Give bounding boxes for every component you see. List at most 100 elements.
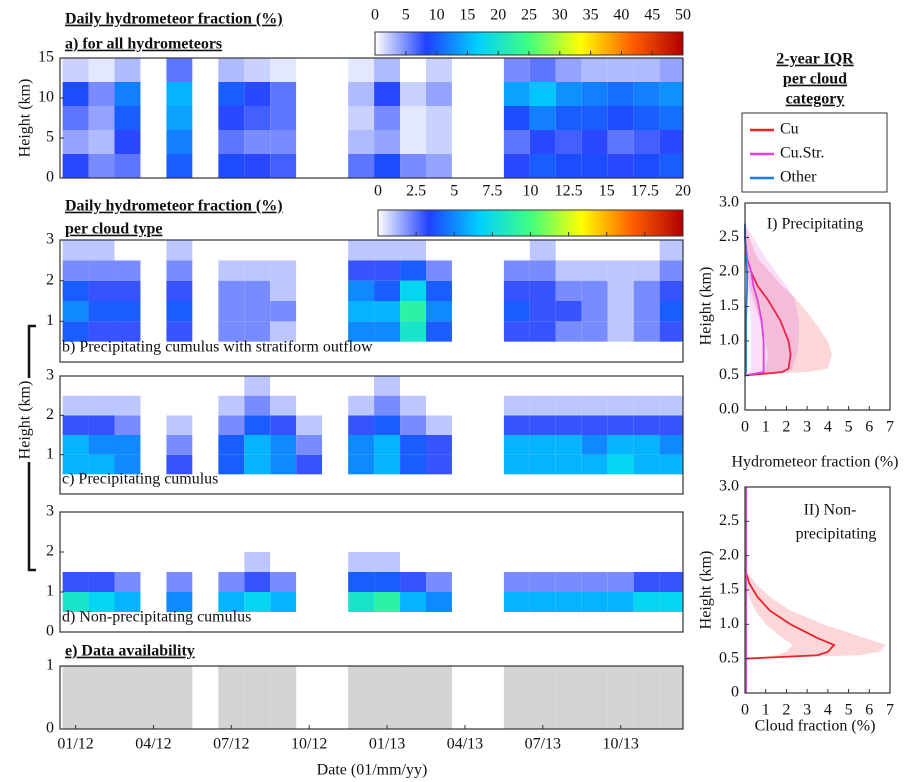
heat-cell	[140, 301, 167, 322]
panel-title: a) for all hydrometeors	[65, 36, 222, 53]
heat-cell	[348, 58, 375, 82]
heat-cell	[348, 572, 375, 592]
bar	[88, 666, 115, 729]
heat-cell	[400, 395, 427, 416]
heat-cell	[140, 240, 167, 261]
heat-cell	[114, 154, 141, 178]
heat-cell	[555, 552, 582, 572]
heat-cell	[529, 260, 556, 281]
heat-cell	[62, 592, 89, 612]
heat-cell	[322, 415, 349, 435]
heat-cell	[477, 592, 504, 612]
heat-cell	[477, 240, 504, 261]
heat-cell	[192, 454, 219, 475]
heat-cell	[322, 454, 349, 475]
iqr-band	[745, 569, 886, 659]
heat-cell	[244, 415, 271, 435]
heat-cell	[114, 415, 141, 435]
heat-cell	[192, 280, 219, 301]
bracket	[27, 324, 36, 572]
heat-cell	[88, 552, 115, 572]
heat-cell	[114, 82, 141, 106]
heat-cell	[322, 572, 349, 592]
heat-cell	[477, 454, 504, 475]
profile-line	[744, 223, 748, 376]
y-tick-label: 0.5	[719, 649, 739, 666]
y-tick-label: 1.0	[719, 615, 739, 632]
heat-cell	[62, 106, 89, 130]
heat-cell	[62, 321, 89, 342]
heat-cell	[529, 376, 556, 396]
heat-cell	[244, 454, 271, 475]
heat-cell	[244, 82, 271, 106]
heat-cell	[348, 106, 375, 130]
heat-cell	[581, 454, 608, 475]
heat-cell	[581, 154, 608, 178]
heat-cell	[374, 376, 401, 396]
x-axis-label: Cloud fraction (%)	[755, 718, 876, 735]
heat-cell	[192, 376, 219, 396]
heat-cell	[192, 130, 219, 154]
heat-cell	[166, 130, 193, 154]
heat-cell	[426, 154, 452, 178]
heat-cell	[555, 592, 582, 612]
y-tick-label: 2	[46, 543, 54, 560]
bar	[633, 666, 660, 729]
heat-cell	[633, 572, 660, 592]
colorbar-tick-label: 10	[523, 183, 539, 200]
heat-cell	[607, 58, 634, 82]
heat-cell	[607, 321, 634, 342]
heat-cell	[659, 415, 683, 435]
heat-cell	[114, 395, 141, 416]
heat-cell	[400, 592, 427, 612]
heat-cell	[607, 454, 634, 475]
colorbar-tick-label: 0	[371, 7, 379, 24]
colorbar-tick-label: 20	[490, 7, 506, 24]
heat-cell	[296, 415, 323, 435]
heat-cell	[88, 154, 115, 178]
heat-cell	[88, 454, 115, 475]
heat-cell	[426, 82, 452, 106]
heat-cell	[192, 415, 219, 435]
heat-cell	[374, 106, 401, 130]
panel-label: d) Non-precipitating cumulus	[62, 609, 251, 626]
heat-cell	[140, 260, 167, 281]
heat-cell	[633, 154, 660, 178]
bar	[166, 666, 193, 729]
heat-cell	[633, 130, 660, 154]
heat-cell	[244, 240, 271, 261]
bar	[218, 666, 245, 729]
heat-cell	[426, 130, 452, 154]
heat-cell	[166, 154, 193, 178]
heat-cell	[296, 130, 323, 154]
heat-cell	[477, 280, 504, 301]
legend-title: category	[786, 91, 845, 108]
heat-cell	[581, 240, 608, 261]
heat-cell	[581, 260, 608, 281]
x-tick-label: 3	[803, 702, 811, 719]
heat-cell	[322, 154, 349, 178]
heat-cell	[218, 592, 245, 612]
heat-cell	[451, 106, 478, 130]
bar	[140, 666, 167, 729]
heat-cell	[140, 592, 167, 612]
heat-cell	[581, 58, 608, 82]
heat-cell	[503, 321, 530, 342]
y-tick-label: 0.5	[719, 366, 739, 383]
colorbar-tick-label: 10	[429, 7, 445, 24]
heat-cell	[166, 260, 193, 281]
heat-cell	[296, 376, 323, 396]
heat-cell	[451, 572, 478, 592]
panel-frame	[59, 511, 684, 633]
heat-cell	[192, 572, 219, 592]
bar	[503, 666, 530, 729]
heat-cell	[140, 321, 167, 342]
heat-cell	[322, 321, 349, 342]
heat-cell	[166, 572, 193, 592]
heat-cell	[322, 106, 349, 130]
x-tick-label: 6	[865, 419, 873, 436]
y-tick-label: 10	[38, 89, 54, 106]
heat-cell	[451, 552, 478, 572]
heat-cell	[451, 82, 478, 106]
heat-cell	[218, 82, 245, 106]
